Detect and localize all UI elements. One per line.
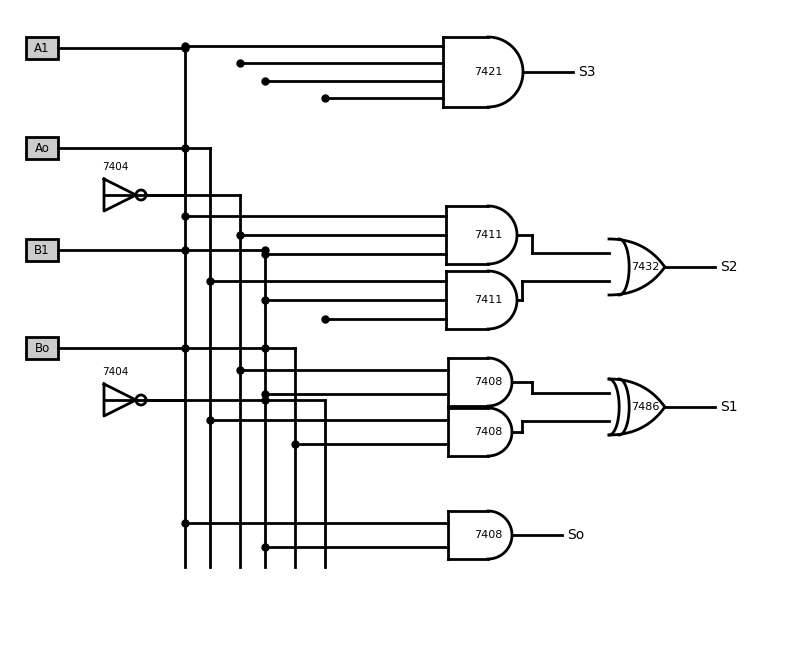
- Text: S1: S1: [720, 400, 737, 414]
- Text: 7408: 7408: [474, 377, 502, 387]
- Text: 7404: 7404: [102, 367, 128, 377]
- FancyBboxPatch shape: [26, 337, 58, 359]
- Text: So: So: [567, 528, 585, 542]
- FancyBboxPatch shape: [26, 137, 58, 159]
- Text: 7411: 7411: [474, 295, 502, 305]
- Text: S2: S2: [720, 260, 737, 274]
- Text: Ao: Ao: [35, 141, 49, 154]
- Text: 7404: 7404: [102, 162, 128, 172]
- Text: Bo: Bo: [34, 341, 50, 354]
- Text: 7408: 7408: [474, 427, 502, 437]
- Text: 7486: 7486: [630, 402, 659, 412]
- Text: 7408: 7408: [474, 530, 502, 540]
- FancyBboxPatch shape: [26, 37, 58, 59]
- Text: S3: S3: [578, 65, 596, 79]
- Text: 7432: 7432: [630, 262, 659, 272]
- Text: B1: B1: [34, 243, 50, 256]
- Text: 7421: 7421: [474, 67, 502, 77]
- Text: 7411: 7411: [474, 230, 502, 240]
- FancyBboxPatch shape: [26, 239, 58, 261]
- Text: A1: A1: [34, 41, 50, 54]
